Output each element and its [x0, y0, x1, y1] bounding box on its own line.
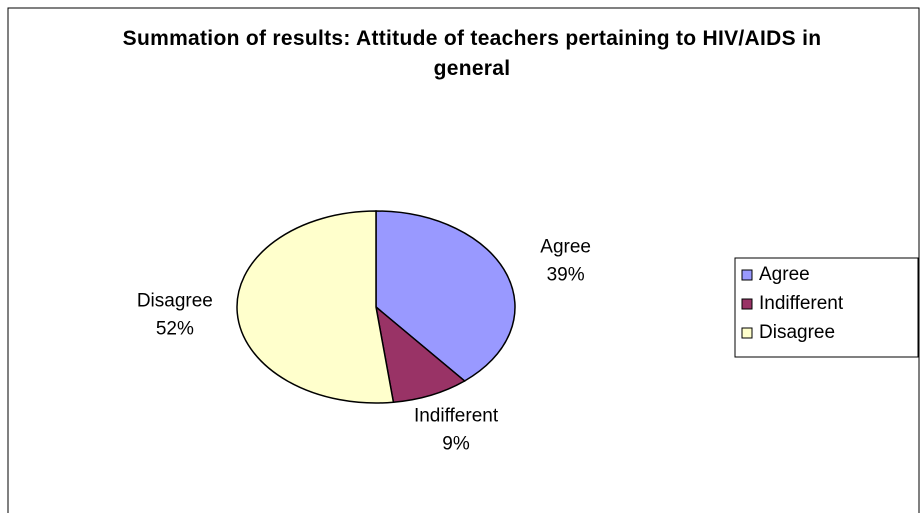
legend-box: [734, 257, 919, 358]
legend-swatch: [741, 298, 753, 310]
legend-swatch: [741, 327, 753, 339]
chart-title: Summation of results: Attitude of teache…: [122, 27, 822, 80]
legend-swatch: [741, 269, 753, 281]
slice-label-name: Agree: [540, 236, 591, 257]
pie-slice: [236, 210, 395, 404]
slice-label-name: Disagree: [137, 290, 213, 311]
slice-label-name: Indifferent: [414, 405, 499, 426]
pie-slice: [375, 210, 516, 382]
legend-label: Agree: [759, 264, 810, 285]
chart-frame: [7, 7, 920, 513]
legend-label: Indifferent: [759, 293, 844, 314]
legend-label: Disagree: [759, 322, 835, 343]
slice-label-value: 39%: [547, 264, 585, 285]
slice-label-value: 52%: [156, 318, 194, 339]
pie-slice: [374, 305, 466, 404]
slice-label-value: 9%: [442, 433, 470, 454]
